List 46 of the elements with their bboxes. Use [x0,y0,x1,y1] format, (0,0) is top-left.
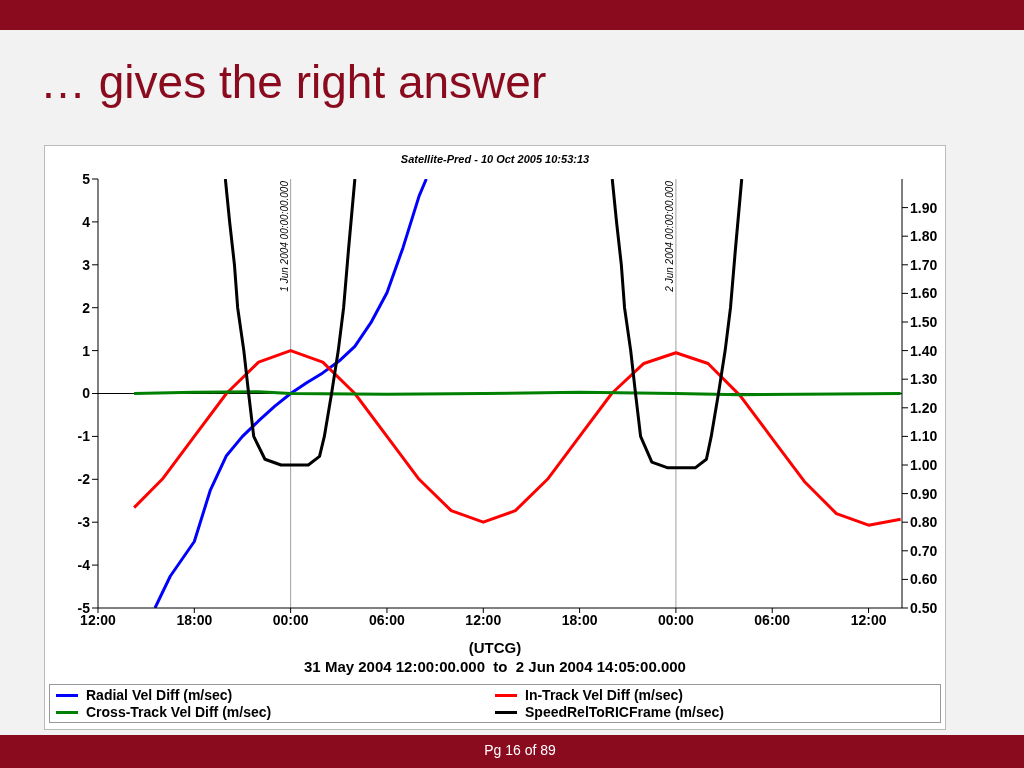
line-series [132,349,902,527]
y2-tick-label: 1.10 [910,428,938,445]
y2-tick-label: 1.40 [910,342,938,359]
y2-tick-label: 1.60 [910,285,938,302]
y-tick-label: -1 [77,428,91,445]
x-tick-label: 12:00 [465,611,502,628]
y-tick-label: -2 [77,471,91,488]
x-tick-label: 12:00 [850,611,887,628]
y2-tick-label: 0.50 [910,599,938,616]
legend-label: SpeedRelToRICFrame (m/sec) [525,704,724,720]
y-tick-label: 0 [82,385,91,402]
text: Pg 16 of 89 [483,742,557,758]
y2-tick-label: 1.70 [910,256,938,273]
line-series [153,179,428,608]
x-axis-title: (UTCG) 31 May 2004 12:00:00.000 to 2 Jun 2004 14:05:00.000 [303,638,687,676]
y2-tick-label: 0.90 [910,485,938,502]
y2-tick-label: 1.50 [910,313,938,330]
y2-tick-label: 0.80 [910,514,938,531]
y2-tick-label: 1.30 [910,371,938,388]
x-tick-label: 18:00 [176,611,213,628]
ref-line-label: 2 Jun 2004 00:00:00.000 [663,180,675,293]
y-tick-label: 4 [82,213,91,230]
x-tick-label: 00:00 [272,611,309,628]
y-tick-label: 2 [82,299,91,316]
y-tick-label: 1 [82,342,91,359]
y-tick-label: 3 [82,256,91,273]
chart-title: … gives the right answer [40,55,547,110]
y2-tick-label: 1.80 [910,228,938,245]
y2-tick-label: 1.20 [910,399,938,416]
y2-tick-label: 0.60 [910,571,938,588]
y2-tick-label: 1.90 [910,199,938,216]
legend-label: Radial Vel Diff (m/sec) [86,687,233,703]
ref-line-label: 1 Jun 2004 00:00:00.000 [278,180,290,292]
chart-subtitle: Satellite-Pred - 10 Oct 2005 10:53:13 [399,153,591,165]
x-tick-label: 06:00 [369,611,406,628]
legend-label: Cross-Track Vel Diff (m/sec) [86,704,272,720]
x-tick-label: 00:00 [658,611,695,628]
y2-tick-label: 0.70 [910,542,938,559]
y-tick-label: 5 [82,170,91,187]
y-tick-label: -4 [77,557,91,574]
legend-label: In-Track Vel Diff (m/sec) [525,687,683,703]
y-tick-label: -3 [77,514,91,531]
x-tick-label: 18:00 [561,611,598,628]
y-tick-label: -5 [77,599,91,616]
x-tick-label: 06:00 [754,611,791,628]
y2-tick-label: 1.00 [910,456,938,473]
